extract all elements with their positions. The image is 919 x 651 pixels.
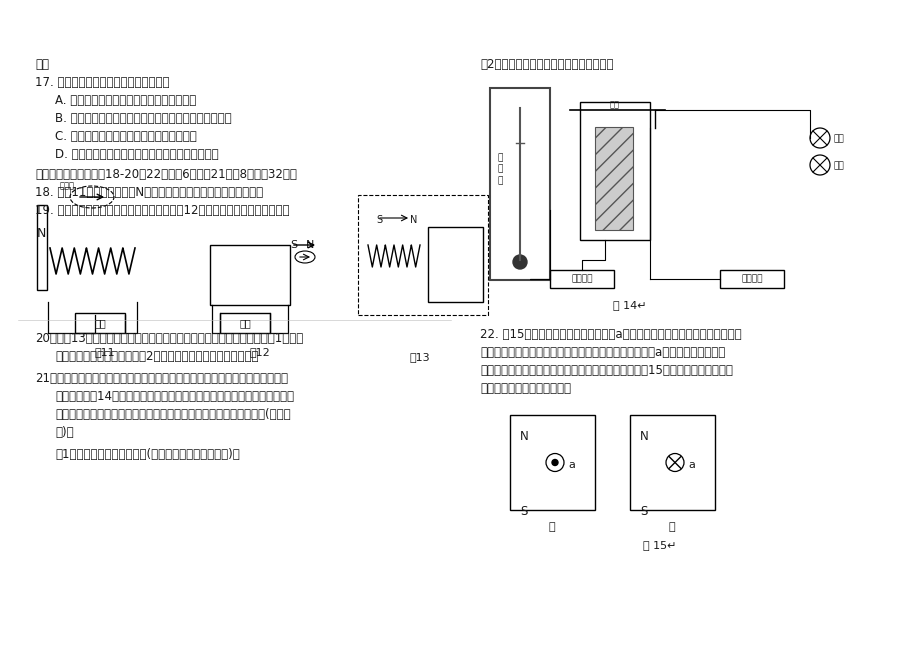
- Bar: [630, 415, 714, 510]
- Text: N: N: [410, 215, 417, 225]
- Text: 监控，用如图14所示带金属触丝的水银温度计和电磁继电器组装成自动报警: 监控，用如图14所示带金属触丝的水银温度计和电磁继电器组装成自动报警: [55, 390, 294, 403]
- Bar: [357, 195, 487, 315]
- Bar: [579, 102, 650, 240]
- Text: a: a: [687, 460, 694, 471]
- Text: 图12: 图12: [249, 347, 270, 357]
- Text: 图11: 图11: [95, 347, 115, 357]
- Text: S: S: [376, 215, 381, 225]
- FancyBboxPatch shape: [720, 270, 783, 288]
- Text: 18. 如图11示，标出小磁针N极、磁感线的方向和电源的正、负极。: 18. 如图11示，标出小磁针N极、磁感线的方向和电源的正、负极。: [35, 186, 263, 199]
- Text: B. 通过电磁铁的电流方向改变，其磁性强弱也随之改变: B. 通过电磁铁的电流方向改变，其磁性强弱也随之改变: [55, 112, 232, 125]
- Text: （1）、请按此要求连接电路(红、绿灯的额定电压相同)。: （1）、请按此要求连接电路(红、绿灯的额定电压相同)。: [55, 448, 240, 461]
- Text: 21、某同学想利用电磁继电器制成一个温度自动报警器，实现对温控箱内的温度: 21、某同学想利用电磁继电器制成一个温度自动报警器，实现对温控箱内的温度: [35, 372, 288, 385]
- Text: N: N: [640, 430, 648, 443]
- Text: N: N: [37, 227, 46, 240]
- FancyBboxPatch shape: [550, 270, 613, 288]
- Text: a: a: [567, 460, 574, 471]
- Text: C. 在同一个电磁铁中加铜芯比加铁芯磁性强: C. 在同一个电磁铁中加铜芯比加铁芯磁性强: [55, 130, 197, 143]
- Bar: [37, 205, 47, 290]
- Circle shape: [551, 460, 558, 465]
- Ellipse shape: [295, 251, 314, 263]
- Ellipse shape: [375, 208, 413, 228]
- Circle shape: [545, 454, 563, 471]
- Text: 17. 关于电磁铁，下列说法正确的是（）: 17. 关于电磁铁，下列说法正确的是（）: [35, 76, 169, 89]
- Text: 工作电路: 工作电路: [741, 274, 762, 283]
- Text: S: S: [519, 505, 527, 518]
- Text: 器，正常情况下绿灯亮，当温控箱内温度升高到一定温度时，红灯亮(绿灯熄: 器，正常情况下绿灯亮，当温控箱内温度升高到一定温度时，红灯亮(绿灯熄: [55, 408, 290, 421]
- Text: 19. 根据所给出的小磁针静止时的指向，在图12中画出螺线管中导线的绕法及: 19. 根据所给出的小磁针静止时的指向，在图12中画出螺线管中导线的绕法及: [35, 204, 289, 217]
- FancyBboxPatch shape: [220, 313, 269, 333]
- Text: 红灯: 红灯: [834, 161, 844, 170]
- Circle shape: [809, 128, 829, 148]
- Text: 图13: 图13: [409, 352, 430, 362]
- Text: 求画出两个不同的运动方向）: 求画出两个不同的运动方向）: [480, 382, 571, 395]
- Text: A. 电磁铁磁性强弱跟通过它的电流强弱有关: A. 电磁铁磁性强弱跟通过它的电流强弱有关: [55, 94, 196, 107]
- Text: 22. 图15甲表示闭合电路的一部分导体a在磁场中沿箭头所示的方向运动时，导: 22. 图15甲表示闭合电路的一部分导体a在磁场中沿箭头所示的方向运动时，导: [480, 328, 741, 341]
- Bar: [509, 415, 595, 510]
- Text: N: N: [306, 240, 314, 250]
- Text: 图 15↵: 图 15↵: [642, 540, 676, 550]
- Text: 电源: 电源: [239, 318, 251, 328]
- Circle shape: [809, 155, 829, 175]
- Text: 垂直纸面向里，导体还可以向什么方向运动呢？请在图15乙中画箭头来表示（要: 垂直纸面向里，导体还可以向什么方向运动呢？请在图15乙中画箭头来表示（要: [480, 364, 732, 377]
- Text: 甲: 甲: [548, 522, 555, 532]
- Ellipse shape: [70, 186, 114, 208]
- Text: 绿灯: 绿灯: [834, 134, 844, 143]
- Text: 控制电路: 控制电路: [571, 274, 592, 283]
- Text: 体中感应电流的方向垂直纸面向里，现在要使这部分导体a中感应电流的方向仍: 体中感应电流的方向垂直纸面向里，现在要使这部分导体a中感应电流的方向仍: [480, 346, 724, 359]
- Text: 成的: 成的: [35, 58, 49, 71]
- Text: 衔铁: 衔铁: [609, 100, 619, 109]
- Text: （2）、写出温度自动报警器的工作原理。: （2）、写出温度自动报警器的工作原理。: [480, 58, 613, 71]
- Text: 三、作图与简答题（第18-20、22小题各6分，第21小题8分，共32分）: 三、作图与简答题（第18-20、22小题各6分，第21小题8分，共32分）: [35, 168, 297, 181]
- Text: 能改变电磁铁的磁性强弱；（2）使小磁针静止时位置如图所示。: 能改变电磁铁的磁性强弱；（2）使小磁针静止时位置如图所示。: [55, 350, 258, 363]
- Text: S: S: [289, 240, 297, 250]
- Text: 灭)。: 灭)。: [55, 426, 74, 439]
- Text: 变阻器: 变阻器: [60, 181, 75, 190]
- Text: D. 相同形状的电磁铁的两磁性强弱跟线圈匝数有关: D. 相同形状的电磁铁的两磁性强弱跟线圈匝数有关: [55, 148, 219, 161]
- Text: 图 14↵: 图 14↵: [613, 300, 646, 310]
- Circle shape: [665, 454, 683, 471]
- Bar: [427, 227, 482, 302]
- Text: 20、将图13中的电磁铁连入你设计的电路中，（在方框内完成）要求：（1）电路: 20、将图13中的电磁铁连入你设计的电路中，（在方框内完成）要求：（1）电路: [35, 332, 303, 345]
- Text: N: N: [519, 430, 528, 443]
- Text: 电源: 电源: [94, 318, 106, 328]
- Circle shape: [513, 255, 527, 269]
- FancyBboxPatch shape: [75, 313, 125, 333]
- Bar: [595, 127, 632, 230]
- Bar: [490, 88, 550, 280]
- Text: 乙: 乙: [668, 522, 675, 532]
- Text: 温
控
箱: 温 控 箱: [497, 153, 503, 186]
- Bar: [210, 245, 289, 305]
- Text: S: S: [640, 505, 647, 518]
